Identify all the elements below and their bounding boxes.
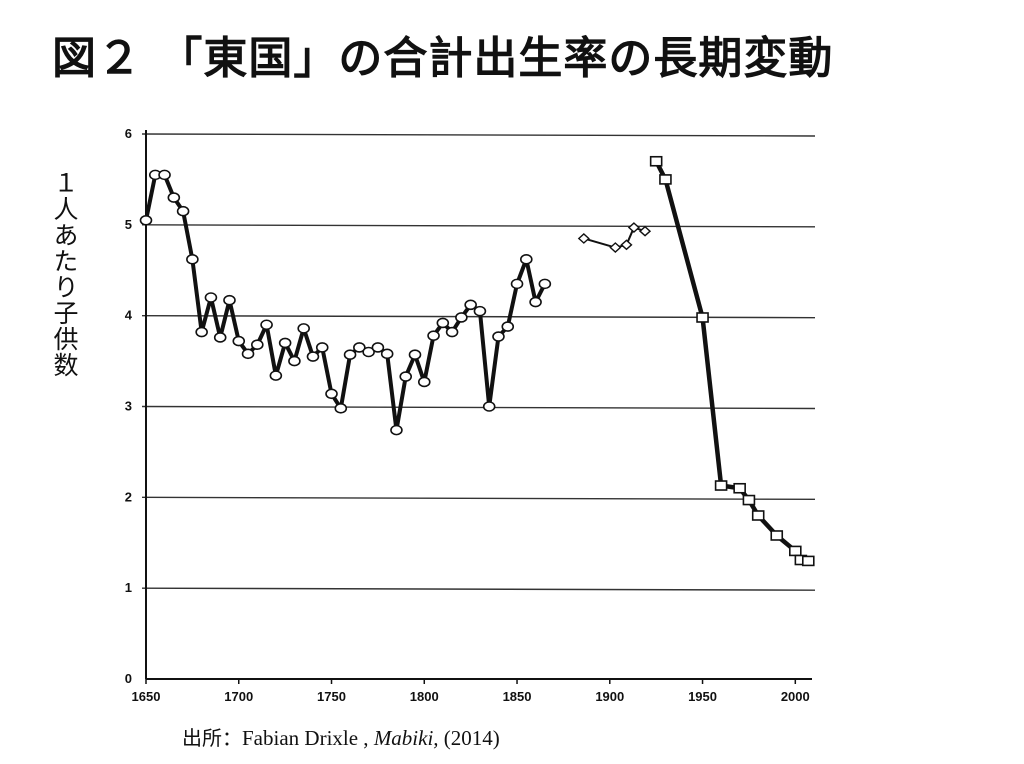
data-point-circle bbox=[158, 169, 171, 181]
data-point-circle bbox=[520, 254, 533, 265]
data-point-circle bbox=[297, 323, 310, 334]
data-point-circle bbox=[408, 349, 422, 361]
y-tick-label: 0 bbox=[125, 671, 132, 686]
data-point-circle bbox=[445, 326, 459, 338]
data-point-square bbox=[789, 545, 802, 557]
data-point-square bbox=[659, 174, 672, 185]
data-point-circle bbox=[464, 299, 477, 311]
data-point-circle bbox=[362, 346, 375, 358]
y-tick-label: 6 bbox=[125, 126, 132, 141]
gridline bbox=[141, 496, 816, 501]
data-point-circle bbox=[492, 331, 505, 342]
data-point-circle bbox=[325, 388, 338, 400]
data-point-circle bbox=[390, 424, 403, 436]
data-point-circle bbox=[223, 294, 236, 306]
gridline bbox=[141, 224, 816, 228]
data-point-circle bbox=[529, 296, 542, 308]
data-point-circle bbox=[427, 330, 440, 341]
data-point-diamond bbox=[638, 225, 652, 237]
x-tick-label: 2000 bbox=[781, 689, 810, 704]
data-point-circle bbox=[482, 401, 496, 412]
data-point-circle bbox=[167, 192, 181, 203]
x-tick-label: 1750 bbox=[317, 689, 346, 704]
y-tick-label: 2 bbox=[125, 489, 132, 504]
data-point-circle bbox=[278, 337, 292, 349]
gridline bbox=[141, 405, 816, 410]
data-point-square bbox=[770, 530, 784, 541]
data-point-circle bbox=[510, 278, 524, 290]
data-point-circle bbox=[139, 214, 153, 226]
x-tick-label: 1800 bbox=[410, 689, 439, 704]
data-point-square bbox=[733, 482, 746, 494]
data-point-circle bbox=[241, 348, 255, 360]
data-point-square bbox=[801, 555, 815, 567]
data-point-circle bbox=[315, 342, 329, 353]
gridline bbox=[141, 587, 816, 591]
data-point-circle bbox=[260, 319, 273, 331]
source-citation: 出所：Fabian Drixle , Mabiki, (2014) bbox=[182, 722, 500, 751]
data-point-circle bbox=[251, 339, 264, 351]
y-tick-label: 5 bbox=[125, 217, 132, 232]
y-tick-label: 1 bbox=[125, 580, 132, 595]
data-point-circle bbox=[186, 254, 199, 265]
data-point-circle bbox=[455, 312, 468, 323]
data-point-square bbox=[649, 155, 663, 167]
x-tick-label: 1850 bbox=[503, 689, 532, 704]
data-point-circle bbox=[306, 351, 320, 362]
data-point-circle bbox=[334, 403, 348, 414]
x-tick-label: 1700 bbox=[224, 689, 253, 704]
data-point-diamond bbox=[577, 233, 590, 244]
data-point-square bbox=[751, 510, 765, 521]
square-series-line bbox=[654, 160, 809, 564]
data-point-square bbox=[742, 494, 756, 506]
y-tick-label: 3 bbox=[125, 399, 132, 414]
data-point-circle bbox=[232, 335, 246, 347]
data-point-diamond bbox=[609, 242, 622, 253]
source-author: Fabian Drixle , bbox=[242, 726, 374, 750]
circle-series-line bbox=[144, 172, 547, 433]
x-tick-label: 1900 bbox=[595, 689, 624, 704]
data-point-square bbox=[696, 312, 709, 323]
data-point-circle bbox=[380, 348, 394, 360]
data-point-circle bbox=[436, 317, 450, 329]
data-point-circle bbox=[417, 376, 431, 388]
y-tick-label: 4 bbox=[125, 308, 133, 323]
data-point-circle bbox=[538, 278, 552, 290]
data-point-circle bbox=[501, 321, 515, 332]
data-point-circle bbox=[269, 370, 283, 381]
x-tick-label: 1950 bbox=[688, 689, 717, 704]
data-point-diamond bbox=[627, 222, 640, 234]
source-prefix: 出所： bbox=[182, 726, 242, 750]
data-point-circle bbox=[371, 342, 385, 353]
data-point-diamond bbox=[620, 239, 633, 251]
x-tick-label: 1650 bbox=[132, 689, 161, 704]
data-point-circle bbox=[473, 305, 487, 317]
data-point-circle bbox=[343, 349, 357, 361]
y-axis-label: １人あたり子供数 bbox=[50, 170, 79, 378]
data-point-circle bbox=[288, 355, 301, 367]
gridline bbox=[141, 133, 816, 137]
data-point-square bbox=[714, 480, 728, 491]
data-point-circle bbox=[353, 342, 366, 353]
data-point-circle bbox=[195, 326, 208, 338]
data-point-circle bbox=[399, 371, 413, 382]
source-year: (2014) bbox=[438, 726, 500, 750]
data-point-circle bbox=[213, 332, 227, 343]
source-work: Mabiki, bbox=[373, 726, 439, 750]
data-point-circle bbox=[204, 292, 218, 303]
data-point-circle bbox=[176, 205, 190, 217]
chart-title: 図２ 「東国」の合計出生率の長期変動 bbox=[52, 33, 834, 84]
